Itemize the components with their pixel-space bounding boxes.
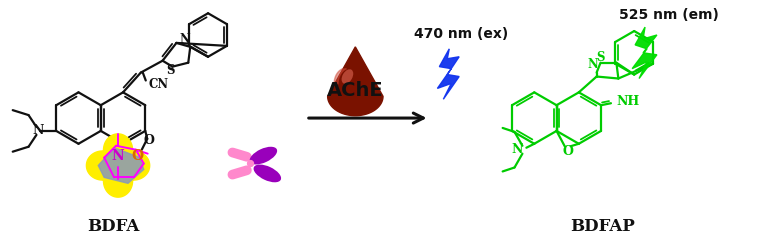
Text: BDFA: BDFA [87, 218, 139, 235]
Text: CN: CN [148, 78, 169, 91]
Ellipse shape [341, 69, 353, 84]
Text: NH: NH [617, 95, 640, 108]
Text: N: N [112, 149, 125, 163]
Polygon shape [438, 49, 459, 99]
Text: N: N [511, 143, 522, 156]
Text: 525 nm (em): 525 nm (em) [619, 8, 719, 22]
Polygon shape [632, 27, 657, 78]
Text: S: S [596, 51, 604, 64]
Text: N: N [33, 124, 44, 138]
FancyArrowPatch shape [232, 170, 247, 175]
Text: O: O [562, 145, 573, 158]
Text: BDFAP: BDFAP [570, 218, 635, 235]
Ellipse shape [250, 147, 277, 165]
Text: S: S [166, 64, 175, 77]
Text: 470 nm (ex): 470 nm (ex) [414, 27, 508, 41]
Circle shape [248, 161, 254, 167]
Text: O: O [131, 149, 144, 163]
Polygon shape [86, 134, 150, 197]
Polygon shape [328, 47, 383, 116]
Text: N: N [179, 33, 190, 46]
Polygon shape [98, 148, 144, 183]
FancyArrowPatch shape [232, 153, 247, 157]
Ellipse shape [254, 165, 281, 182]
Text: O: O [144, 134, 155, 147]
Text: N: N [588, 58, 598, 71]
Text: AChE: AChE [327, 81, 384, 100]
